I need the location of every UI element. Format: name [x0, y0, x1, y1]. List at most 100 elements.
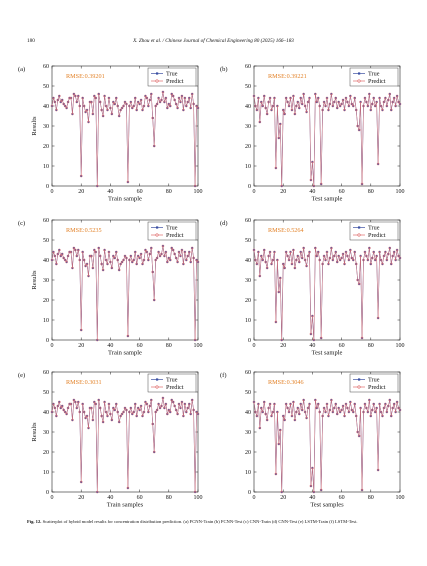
data-point-predict [187, 250, 191, 254]
data-point-predict [166, 260, 169, 264]
data-point-predict [368, 398, 371, 402]
y-tick-label: 10 [43, 318, 49, 324]
data-point-predict [88, 406, 92, 410]
legend-label: True [166, 225, 178, 232]
legend-marker-true [358, 378, 361, 381]
data-point-predict [295, 258, 298, 262]
data-point-predict [347, 104, 351, 108]
data-point-predict [189, 260, 193, 264]
page-number: 180 [27, 38, 35, 44]
data-point-predict [66, 406, 70, 410]
data-point-predict [261, 258, 265, 262]
data-point-predict [303, 104, 307, 108]
data-point-predict [359, 100, 362, 104]
data-point-predict [378, 402, 381, 406]
data-point-predict [78, 104, 82, 108]
data-point-predict [136, 254, 140, 258]
data-point-predict [268, 250, 272, 254]
data-point-predict [376, 316, 380, 320]
x-tick-label: 20 [280, 495, 286, 501]
data-point-predict [57, 400, 61, 404]
data-point-predict [75, 406, 79, 410]
data-point-predict [164, 96, 168, 100]
legend-label: Predict [166, 384, 184, 391]
data-point-predict [161, 396, 165, 400]
data-point-predict [284, 250, 288, 254]
legend-label: True [368, 377, 380, 384]
data-point-predict [257, 402, 260, 406]
data-point-predict [261, 104, 265, 108]
data-point-predict [74, 400, 77, 404]
x-tick-label: 40 [309, 343, 315, 349]
data-point-predict [341, 252, 345, 256]
data-point-predict [114, 402, 118, 406]
series-line-predict [253, 247, 401, 341]
data-point-predict [190, 398, 194, 402]
chart-svg: (c) 0 10 20 30 40 50 60 0 20 40 60 80 100 Train sample… [18, 218, 203, 357]
data-point-predict [360, 488, 364, 492]
legend-marker-true [156, 378, 159, 381]
data-point-predict [303, 258, 307, 262]
data-point-predict [315, 100, 319, 104]
data-point-predict [343, 414, 346, 418]
data-point-predict [69, 250, 73, 254]
data-point-predict [305, 264, 308, 268]
data-point-predict [154, 258, 157, 262]
data-point-predict [397, 406, 400, 410]
data-point-predict [366, 258, 370, 262]
y-tick-label: 60 [245, 370, 251, 376]
data-point-predict [287, 104, 291, 108]
data-point-predict [316, 96, 320, 100]
data-point-predict [265, 418, 269, 422]
data-point-predict [85, 414, 89, 418]
data-point-predict [151, 422, 155, 426]
data-point-predict [325, 96, 329, 100]
data-point-predict [381, 414, 384, 418]
data-point-predict [161, 90, 165, 94]
data-point-true [399, 409, 401, 411]
rmse-annotation: RMSE:0.5235 [66, 227, 102, 234]
chart-svg: (a) 0 10 20 30 40 50 60 0 20 40 60 80 100 Train sample… [18, 64, 203, 203]
y-tick-label: 50 [245, 390, 251, 396]
data-point-predict [297, 412, 301, 416]
data-point-predict [132, 258, 136, 262]
data-point-predict [274, 472, 278, 476]
data-point-predict [267, 406, 270, 410]
data-point-predict [171, 94, 175, 98]
data-point-predict [300, 408, 304, 412]
data-point-predict [311, 160, 314, 164]
data-point-predict [192, 256, 195, 260]
data-point-predict [103, 94, 106, 98]
data-point-predict [66, 254, 70, 258]
data-point-predict [319, 182, 323, 186]
data-point-predict [398, 102, 402, 106]
data-point-predict [372, 250, 376, 254]
data-point-predict [330, 246, 333, 250]
data-point-predict [65, 260, 68, 264]
x-tick-label: 0 [51, 343, 54, 349]
data-point-predict [163, 100, 166, 104]
data-point-predict [129, 254, 133, 258]
data-point-predict [394, 104, 397, 108]
data-point-predict [120, 412, 124, 416]
data-point-predict [255, 414, 259, 418]
y-tick-label: 20 [43, 298, 49, 304]
data-point-predict [262, 248, 266, 252]
data-point-predict [290, 414, 294, 418]
data-point-true [399, 257, 401, 259]
data-point-predict [59, 100, 63, 104]
legend-box [147, 67, 197, 87]
data-point-predict [343, 108, 346, 112]
data-point-predict [59, 406, 63, 410]
data-point-predict [286, 254, 289, 258]
data-point-predict [195, 104, 198, 108]
data-point-predict [284, 96, 288, 100]
data-point-predict [283, 418, 286, 422]
data-point-predict [119, 262, 122, 266]
data-point-predict [186, 254, 190, 258]
data-point-predict [60, 98, 64, 102]
x-tick-label: 0 [253, 495, 256, 501]
data-point-predict [331, 258, 335, 262]
data-point-predict [75, 100, 79, 104]
data-point-predict [155, 256, 159, 260]
